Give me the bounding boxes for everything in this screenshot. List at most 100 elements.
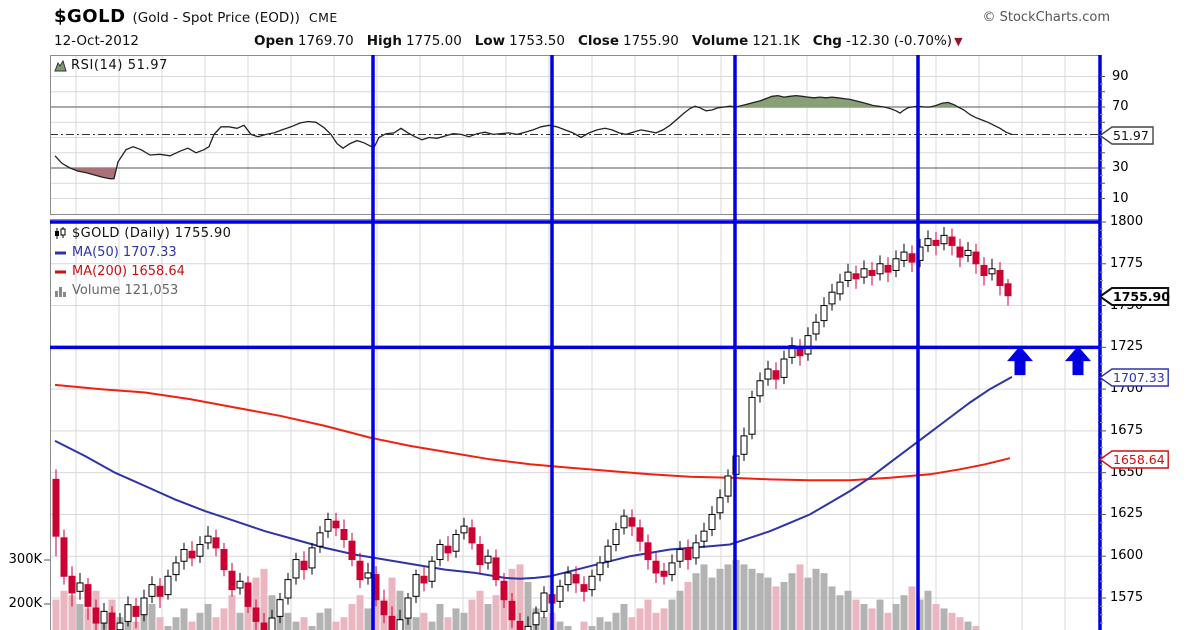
rsi-line <box>54 94 1013 180</box>
candle-body <box>740 435 748 455</box>
volume-bar <box>76 604 84 630</box>
candle-body <box>820 305 828 322</box>
candle-body <box>116 622 124 630</box>
candle-body <box>340 528 348 541</box>
candle-body <box>892 258 900 271</box>
candle-body <box>556 585 564 602</box>
candle-body <box>516 620 524 630</box>
candle-body <box>668 562 676 576</box>
rsi-oversold-fill <box>70 168 117 179</box>
candle-body <box>588 575 596 591</box>
volume-bar <box>316 612 324 630</box>
volume-bar <box>972 626 980 630</box>
volume-bar <box>212 617 220 630</box>
volume-bar <box>764 577 772 630</box>
candle-body <box>476 544 484 566</box>
volume-bar <box>204 604 212 630</box>
volume-bar <box>852 599 860 630</box>
volume-bar <box>476 590 484 630</box>
candle-body <box>652 560 660 574</box>
candle-body <box>684 547 692 561</box>
volume-bar <box>188 621 196 630</box>
volume-bar <box>588 626 596 630</box>
candle-body <box>964 249 972 256</box>
candle-body <box>660 570 668 577</box>
candle-body <box>868 269 876 276</box>
candle-body <box>628 517 636 527</box>
candle-body <box>308 547 316 569</box>
volume-bar <box>428 621 436 630</box>
candle-body <box>412 574 420 597</box>
candle-body <box>540 592 548 612</box>
candle-body <box>388 615 396 630</box>
change-down-triangle-icon: ▼ <box>954 35 963 48</box>
volume-bar <box>844 590 852 630</box>
volume-bar <box>540 617 548 630</box>
candle-body <box>612 528 620 546</box>
volume-bar <box>716 568 724 630</box>
candle-body <box>100 610 108 624</box>
volume-bar <box>724 564 732 630</box>
stockcharts-watermark: © StockCharts.com <box>982 10 1110 25</box>
candle-body <box>500 580 508 601</box>
volume-bar <box>820 573 828 630</box>
legend-symbol-row: $GOLD (Daily) 1755.90 <box>54 224 231 243</box>
volume-bar <box>372 586 380 630</box>
legend-volume-label: Volume 121,053 <box>72 283 179 298</box>
quote-row: 12-Oct-2012 Open 1769.70 High 1775.00 Low 1… <box>54 33 1100 49</box>
candle-body <box>580 584 588 592</box>
volume-bar <box>68 595 76 630</box>
legend-symbol-label: $GOLD (Daily) 1755.90 <box>72 226 232 241</box>
volume-bar <box>324 608 332 630</box>
volume-bar <box>500 586 508 630</box>
volume-bar <box>796 564 804 630</box>
candle-body <box>188 550 196 559</box>
candle-body <box>324 518 332 532</box>
candle-body <box>996 269 1004 287</box>
volume-bar <box>684 582 692 630</box>
volume-bar <box>420 612 428 630</box>
candle-body <box>924 238 932 246</box>
candle-body <box>860 268 868 278</box>
candle-body <box>804 335 812 355</box>
rsi-panel-border <box>50 55 1100 215</box>
candle-body <box>492 557 500 581</box>
volume-bar <box>156 617 164 630</box>
candle-body <box>164 575 172 596</box>
candle-body <box>620 515 628 529</box>
candle-body <box>108 612 116 630</box>
candle-body <box>252 607 260 622</box>
volume-bar <box>620 604 628 630</box>
candle-body <box>772 370 780 380</box>
candle-body <box>332 520 340 529</box>
volume-bar <box>492 595 500 630</box>
candle-body <box>988 268 996 275</box>
candle-body <box>380 600 388 616</box>
exchange-label: CME <box>308 10 338 25</box>
volume-bar <box>292 621 300 630</box>
quote-high: High 1775.00 <box>366 33 462 49</box>
volume-bar <box>364 608 372 630</box>
quote-low: Low 1753.50 <box>474 33 565 49</box>
volume-bar <box>468 599 476 630</box>
legend-ma50-row: MA(50) 1707.33 <box>54 243 231 262</box>
candle-body <box>356 560 364 581</box>
candle-body <box>972 251 980 265</box>
volume-bar <box>388 577 396 630</box>
candle-body <box>764 368 772 380</box>
volume-bar <box>524 582 532 630</box>
volume-bar <box>660 608 668 630</box>
candle-body <box>420 575 428 584</box>
candle-body <box>260 622 268 630</box>
volume-bar <box>692 573 700 630</box>
volume-bar <box>356 595 364 630</box>
candle-body <box>292 559 300 579</box>
volume-bar <box>444 617 452 630</box>
candle-body <box>756 380 764 397</box>
volume-bar <box>348 604 356 630</box>
volume-bar <box>580 621 588 630</box>
volume-bar <box>180 608 188 630</box>
candle-body <box>444 545 452 554</box>
candle-body <box>52 478 60 537</box>
